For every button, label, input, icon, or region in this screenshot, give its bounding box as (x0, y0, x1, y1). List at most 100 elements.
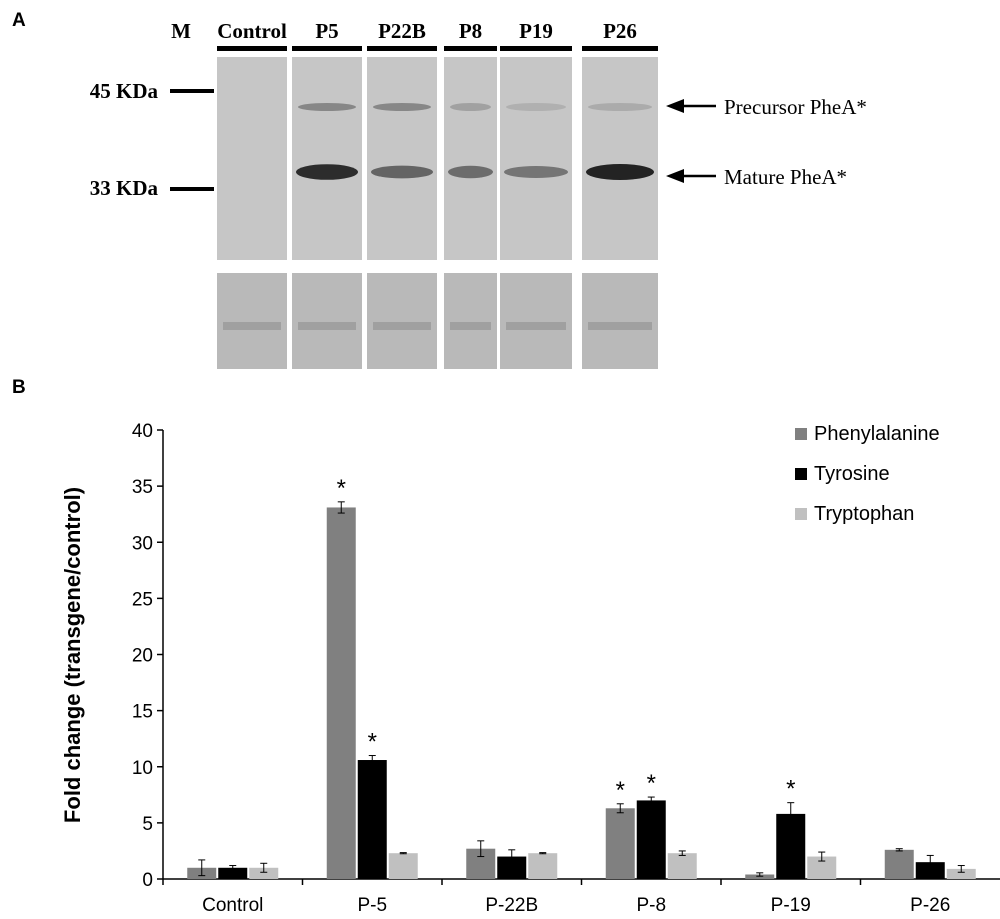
lane-label-control: Control (217, 19, 287, 43)
loading-lane-p19 (500, 273, 572, 369)
loading-band-p19 (506, 322, 566, 330)
precursor-band-p26 (588, 103, 652, 111)
y-tick-label: 25 (132, 589, 153, 610)
legend-swatch-tyrosine (795, 468, 807, 480)
error-bar-tryptophan-p-26 (957, 865, 965, 873)
x-tick-label: Control (202, 895, 263, 916)
lane-label-p5: P5 (315, 19, 338, 43)
bar-tryptophan-p-8 (667, 853, 697, 879)
bar-tyrosine-p-22b (497, 856, 527, 879)
loading-lane-control (217, 273, 287, 369)
lane-header-bars (217, 46, 658, 51)
legend-label-phenylalanine: Phenylalanine (814, 423, 940, 445)
y-axis: 0 5 10 15 20 25 30 35 40 (132, 421, 164, 891)
bar-tryptophan-control (249, 867, 279, 879)
blot-lane-p5 (292, 57, 362, 260)
y-tick-label: 35 (132, 477, 153, 498)
lane-label-p26: P26 (603, 19, 637, 43)
blot-lane-p8 (444, 57, 497, 260)
error-bar-phenylalanine-p-5 (337, 501, 345, 514)
x-axis: Control P-5 P-22B P-8 P-19 P-26 (162, 878, 1000, 916)
bar-tyrosine-control (218, 867, 248, 879)
y-axis-title: Fold change (transgene/control) (60, 487, 85, 823)
x-tick-label: P-5 (357, 895, 387, 916)
y-tick-label: 10 (132, 758, 153, 779)
error-bar-tryptophan-p-5 (399, 852, 407, 855)
lane-bar-p22b (367, 46, 437, 51)
y-tick-label: 0 (142, 870, 153, 891)
error-bar-tyrosine-p-5 (368, 755, 376, 766)
blot-loading-control (217, 273, 658, 369)
loading-lane-p26 (582, 273, 658, 369)
loading-band-p26 (588, 322, 652, 330)
precursor-band-p5 (298, 103, 356, 111)
lane-bar-p5 (292, 46, 362, 51)
x-tick-label: P-19 (771, 895, 811, 916)
error-bar-tyrosine-control (229, 865, 237, 871)
marker-lane-label: M (171, 19, 191, 43)
bar-tyrosine-p-8 (636, 800, 666, 879)
mature-band-p26 (586, 164, 654, 180)
error-bar-phenylalanine-p-8 (616, 803, 624, 814)
legend-swatch-tryptophan (795, 508, 807, 520)
significance-star: * (337, 475, 346, 502)
precursor-band-label: Precursor PheA* (724, 95, 867, 119)
mature-band-label: Mature PheA* (724, 165, 847, 189)
blot-lane-p22b (367, 57, 437, 260)
bar-phenylalanine-p-26 (884, 849, 914, 879)
lane-label-p19: P19 (519, 19, 553, 43)
marker-33-label: 33 KDa (90, 176, 159, 200)
y-tick-label: 30 (132, 533, 153, 554)
loading-band-control (223, 322, 281, 330)
significance-star: * (368, 729, 377, 756)
loading-lane-p5 (292, 273, 362, 369)
lane-bar-p8 (444, 46, 497, 51)
marker-45-label: 45 KDa (90, 79, 159, 103)
blot-lane-p19 (500, 57, 572, 260)
lane-label-p22b: P22B (378, 19, 426, 43)
precursor-band-p22b (373, 103, 431, 111)
error-bar-tyrosine-p-19 (787, 802, 795, 826)
panel-b-label: B (12, 377, 26, 398)
bar-tryptophan-p-19 (807, 856, 837, 879)
legend-swatch-phenylalanine (795, 428, 807, 440)
mature-band-p8 (448, 165, 493, 179)
x-tick-label: P-22B (485, 895, 538, 916)
loading-band-p22b (373, 322, 431, 330)
lane-labels: Control P5 P22B P8 P19 P26 (217, 19, 637, 43)
error-bar-tryptophan-p-8 (678, 850, 686, 856)
error-bar-phenylalanine-p-26 (895, 848, 903, 852)
blot-upper (217, 57, 658, 260)
bar-tryptophan-p-26 (946, 868, 976, 879)
significance-star: * (786, 776, 795, 803)
error-bar-tryptophan-control (260, 862, 268, 873)
bar-phenylalanine-p-8 (605, 808, 635, 879)
y-tick-label: 5 (142, 814, 153, 835)
precursor-band-p8 (450, 103, 491, 111)
bar-tyrosine-p-26 (915, 862, 945, 879)
bar-tyrosine-p-5 (357, 760, 387, 879)
mature-arrow (666, 169, 716, 183)
blot-lane-control (217, 57, 287, 260)
bar-tryptophan-p-5 (388, 853, 418, 879)
error-bar-tyrosine-p-22b (508, 849, 516, 864)
bar-tryptophan-p-22b (528, 853, 558, 879)
error-bar-phenylalanine-control (198, 859, 206, 877)
blot-lane-p26 (582, 57, 658, 260)
lane-bar-p26 (582, 46, 658, 51)
error-bar-tryptophan-p-19 (818, 851, 826, 862)
loading-lane-p8 (444, 273, 497, 369)
error-bar-tyrosine-p-8 (647, 796, 655, 805)
lane-bar-p19 (500, 46, 572, 51)
precursor-arrow (666, 99, 716, 113)
mature-band-p19 (504, 166, 568, 178)
bars: * * * * * (187, 475, 976, 879)
loading-band-p8 (450, 322, 491, 330)
error-bar-tryptophan-p-22b (539, 852, 547, 855)
legend: Phenylalanine Tyrosine Tryptophan (795, 423, 940, 525)
legend-label-tryptophan: Tryptophan (814, 503, 914, 525)
lane-label-p8: P8 (459, 19, 482, 43)
error-bar-phenylalanine-p-19 (756, 872, 764, 877)
legend-label-tyrosine: Tyrosine (814, 463, 890, 485)
